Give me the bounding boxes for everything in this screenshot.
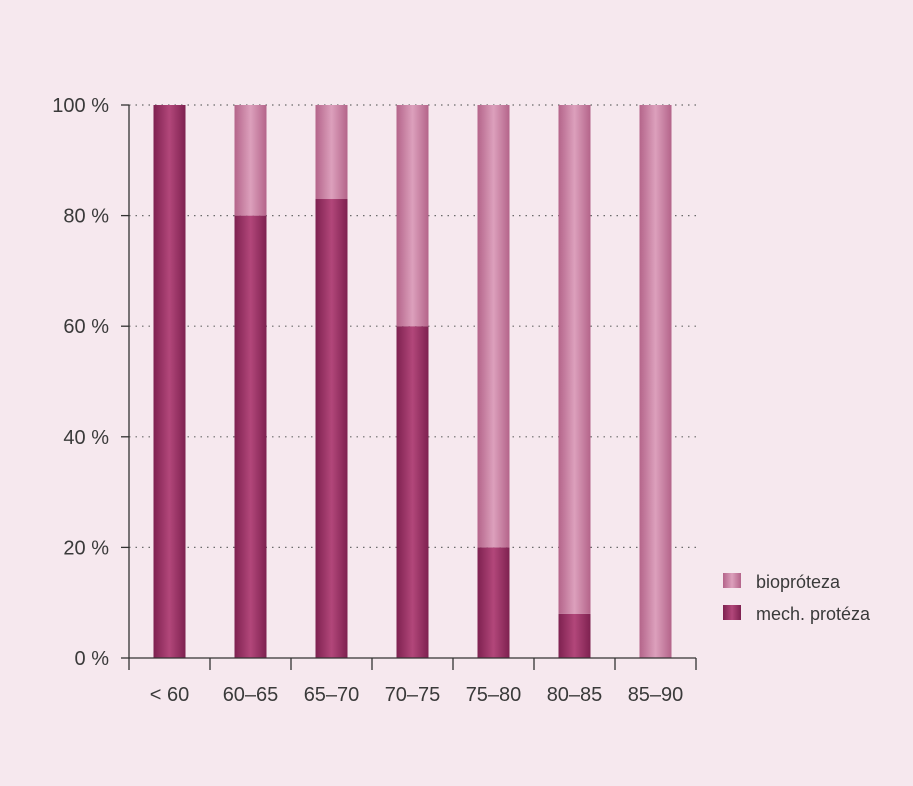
y-tick-label: 20 % (63, 537, 109, 559)
bar-segment-bio (234, 105, 267, 216)
y-tick-label: 100 % (52, 95, 109, 117)
legend-swatch (723, 573, 741, 588)
x-tick-label: 60–65 (223, 684, 279, 706)
legend-label: biopróteza (756, 572, 841, 592)
y-tick-label: 60 % (63, 316, 109, 338)
bar-segment-mech (396, 326, 429, 658)
x-tick-label: 65–70 (304, 684, 360, 706)
y-tick-label: 80 % (63, 206, 109, 228)
bar-segment-bio (558, 105, 591, 614)
bar-segment-bio (315, 105, 348, 200)
y-tick-label: 40 % (63, 427, 109, 449)
legend-label: mech. protéza (756, 604, 871, 624)
bar-segment-mech (477, 547, 510, 658)
x-tick-label: < 60 (150, 684, 189, 706)
bar-segment-bio (396, 105, 429, 327)
x-tick-label: 70–75 (385, 684, 441, 706)
bar-segment-mech (153, 105, 186, 658)
bar-segment-mech (558, 613, 591, 658)
x-tick-label: 85–90 (628, 684, 684, 706)
bar-segment-bio (639, 105, 672, 658)
y-tick-label: 0 % (75, 648, 110, 670)
bar-segment-mech (234, 215, 267, 658)
legend-swatch (723, 605, 741, 620)
x-tick-label: 75–80 (466, 684, 522, 706)
x-tick-label: 80–85 (547, 684, 603, 706)
bar-segment-bio (477, 105, 510, 548)
bar-segment-mech (315, 199, 348, 658)
